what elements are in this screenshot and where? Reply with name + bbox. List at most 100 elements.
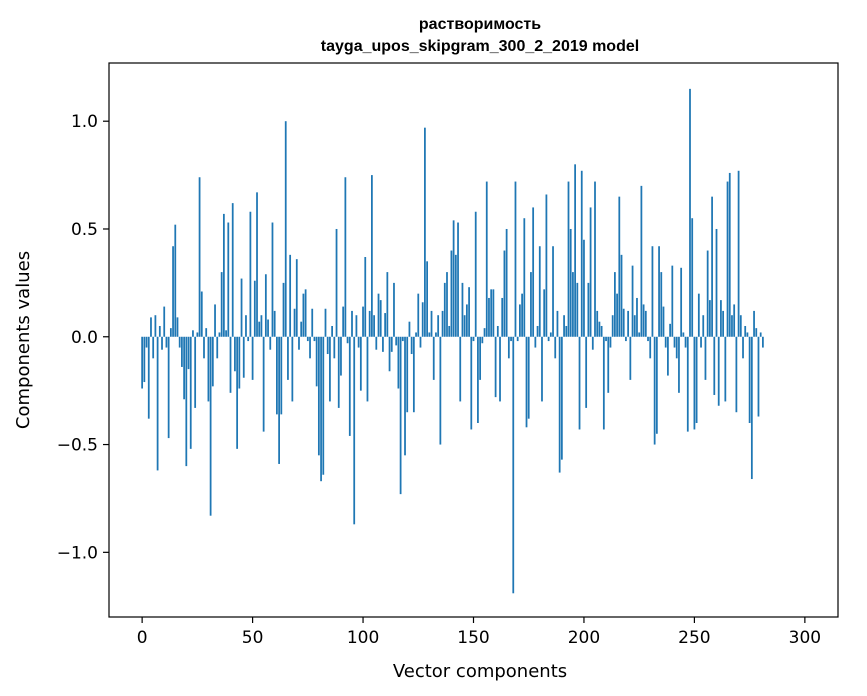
x-tick-label: 250: [678, 628, 710, 648]
bar: [443, 282, 446, 337]
x-tick-label: 50: [242, 628, 264, 648]
bar: [682, 332, 685, 337]
bar: [669, 323, 671, 337]
bar: [572, 272, 574, 337]
bar: [755, 328, 758, 337]
bar: [147, 336, 150, 419]
bar: [156, 336, 159, 471]
bar: [609, 336, 612, 348]
bar: [408, 321, 411, 337]
x-tick-label: 100: [347, 628, 379, 648]
bar: [499, 336, 501, 402]
bar: [503, 250, 506, 337]
bar: [258, 321, 261, 337]
bar: [200, 291, 203, 337]
bar: [589, 207, 592, 337]
bar: [625, 336, 627, 342]
x-tick-label: 200: [568, 628, 600, 648]
bar: [432, 336, 435, 380]
bar: [410, 336, 413, 355]
bar: [496, 325, 499, 337]
bar: [344, 177, 347, 337]
bar: [459, 336, 462, 402]
bar: [567, 181, 570, 337]
bar: [211, 336, 214, 387]
bar: [691, 218, 694, 337]
y-tick-label: 0.0: [71, 328, 98, 348]
bar: [594, 181, 596, 337]
bar: [556, 310, 559, 337]
bar: [636, 297, 638, 337]
bar: [545, 194, 548, 337]
bar: [282, 282, 285, 337]
bar: [145, 336, 148, 348]
bar: [220, 272, 223, 337]
bar: [154, 315, 157, 337]
bar: [642, 304, 645, 337]
bar: [704, 336, 707, 380]
bar: [406, 336, 409, 413]
bar: [563, 315, 565, 337]
bar: [247, 336, 250, 342]
bar: [196, 332, 199, 337]
bar: [448, 325, 451, 337]
bar: [382, 336, 384, 352]
bar: [558, 336, 561, 473]
bar: [753, 310, 755, 337]
bar: [267, 319, 269, 337]
bar: [205, 328, 208, 337]
bar: [686, 336, 689, 432]
bar: [379, 300, 382, 337]
bar: [479, 336, 482, 380]
bar: [357, 336, 360, 348]
bar: [585, 336, 588, 408]
bar: [591, 336, 594, 350]
y-tick-label: 1.0: [71, 112, 98, 132]
bar: [662, 306, 665, 337]
bar: [342, 306, 345, 337]
bar: [178, 336, 181, 348]
bar: [346, 336, 349, 344]
bar: [713, 336, 716, 395]
bar: [249, 211, 252, 337]
bar: [340, 336, 342, 376]
bar: [304, 289, 307, 337]
bar: [678, 336, 680, 393]
bar: [633, 315, 636, 337]
bar: [549, 332, 552, 337]
bar: [348, 336, 351, 436]
bar: [759, 332, 762, 337]
bar: [616, 293, 618, 337]
bar: [313, 336, 316, 342]
bar: [578, 336, 581, 430]
bar: [516, 336, 519, 342]
bar: [722, 310, 725, 337]
bar: [538, 246, 541, 337]
bar: [256, 192, 258, 337]
bar: [602, 336, 605, 430]
bar: [507, 336, 510, 359]
bar: [521, 293, 523, 337]
bar: [750, 336, 753, 480]
bar: [739, 315, 742, 337]
bar: [351, 310, 353, 337]
bar: [362, 306, 364, 337]
bar: [627, 310, 630, 337]
x-axis-label: Vector components: [393, 661, 567, 682]
bar: [384, 313, 387, 337]
bar: [450, 250, 453, 337]
bar: [536, 325, 539, 337]
bar: [660, 272, 663, 337]
bar: [397, 336, 400, 389]
bar: [565, 325, 568, 337]
bar: [366, 336, 369, 402]
bar: [742, 336, 744, 359]
bar: [700, 336, 702, 348]
bar: [298, 336, 300, 350]
bar: [287, 336, 289, 380]
bar: [675, 336, 678, 359]
bar: [404, 336, 406, 456]
bar: [227, 222, 230, 337]
bar: [658, 246, 660, 337]
